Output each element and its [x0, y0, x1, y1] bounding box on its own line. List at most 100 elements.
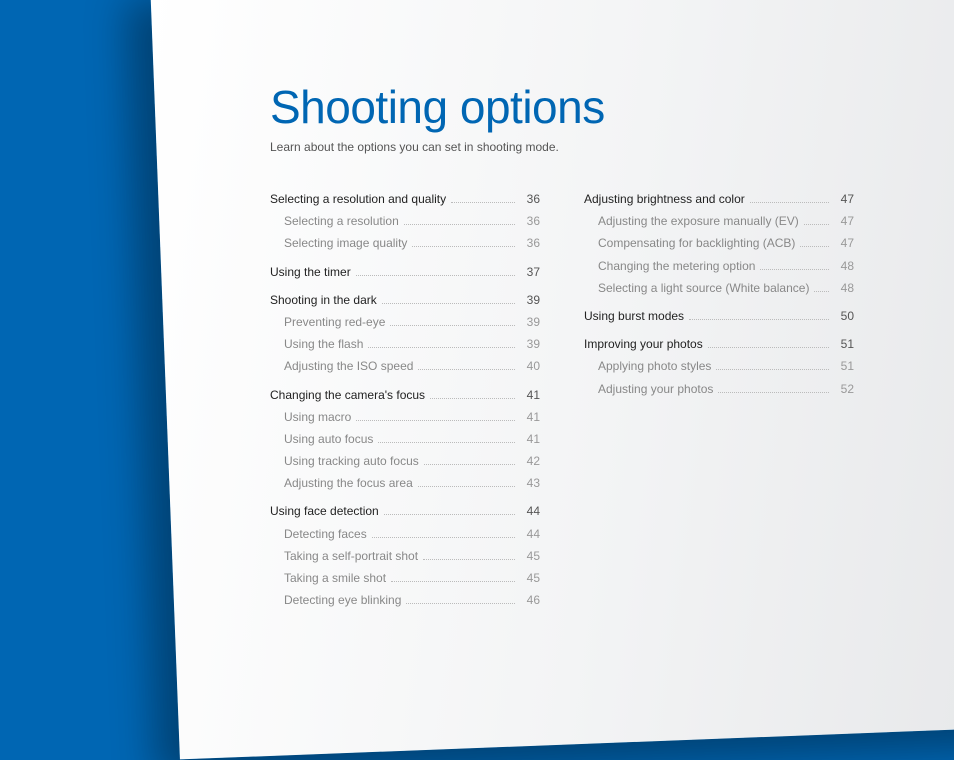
toc-heading-row[interactable]: Using face detection 44 — [270, 500, 540, 522]
dot-leader — [390, 325, 515, 326]
toc-item-row[interactable]: Using macro41 — [270, 406, 540, 428]
toc-section: Improving your photos51Applying photo st… — [584, 333, 854, 400]
toc-item-page: 48 — [834, 277, 854, 299]
toc-heading-row[interactable]: Shooting in the dark 39 — [270, 289, 540, 311]
toc-item-row[interactable]: Taking a self-portrait shot45 — [270, 545, 540, 567]
toc-heading-row[interactable]: Adjusting brightness and color 47 — [584, 188, 854, 210]
toc-heading-row[interactable]: Selecting a resolution and quality 36 — [270, 188, 540, 210]
toc-item-page: 47 — [834, 232, 854, 254]
toc-item-row[interactable]: Taking a smile shot 45 — [270, 567, 540, 589]
toc-right-column: Adjusting brightness and color47Adjustin… — [584, 188, 854, 617]
toc-item-label: Preventing red-eye — [270, 311, 385, 333]
toc-item-row[interactable]: Detecting eye blinking 46 — [270, 589, 540, 611]
toc-item-row[interactable]: Preventing red-eye39 — [270, 311, 540, 333]
toc-item-page: 41 — [520, 428, 540, 450]
toc-item-row[interactable]: Selecting a light source (White balance)… — [584, 277, 854, 299]
toc-item-row[interactable]: Using the flash39 — [270, 333, 540, 355]
page-title: Shooting options — [270, 80, 954, 134]
toc-item-row[interactable]: Selecting a resolution 36 — [270, 210, 540, 232]
toc-item-label: Taking a self-portrait shot — [270, 545, 418, 567]
toc-item-row[interactable]: Adjusting the ISO speed 40 — [270, 355, 540, 377]
toc-section: Using face detection44Detecting faces44T… — [270, 500, 540, 611]
toc-item-row[interactable]: Detecting faces 44 — [270, 523, 540, 545]
toc-item-label: Using auto focus — [270, 428, 373, 450]
toc-item-label: Selecting a resolution — [270, 210, 399, 232]
dot-leader — [451, 202, 515, 203]
dot-leader — [760, 269, 829, 270]
dot-leader — [689, 319, 829, 320]
toc-heading-page: 50 — [834, 305, 854, 327]
dot-leader — [378, 442, 515, 443]
page-content: Shooting options Learn about the options… — [150, 0, 954, 617]
toc-item-row[interactable]: Selecting image quality36 — [270, 232, 540, 254]
toc-item-row[interactable]: Adjusting the focus area43 — [270, 472, 540, 494]
toc-item-label: Taking a smile shot — [270, 567, 386, 589]
toc-heading-page: 37 — [520, 261, 540, 283]
toc-heading-page: 39 — [520, 289, 540, 311]
dot-leader — [418, 369, 515, 370]
toc-item-row[interactable]: Adjusting your photos52 — [584, 378, 854, 400]
toc-item-page: 47 — [834, 210, 854, 232]
toc-item-label: Detecting faces — [270, 523, 367, 545]
toc-section: Shooting in the dark39Preventing red-eye… — [270, 289, 540, 378]
toc-item-row[interactable]: Applying photo styles 51 — [584, 355, 854, 377]
toc-heading-label: Using face detection — [270, 500, 379, 522]
toc-item-label: Detecting eye blinking — [270, 589, 401, 611]
toc-item-label: Using macro — [270, 406, 351, 428]
dot-leader — [406, 603, 515, 604]
toc-heading-row[interactable]: Using the timer 37 — [270, 261, 540, 283]
toc-item-page: 51 — [834, 355, 854, 377]
toc-item-label: Adjusting the exposure manually (EV) — [584, 210, 799, 232]
toc-heading-label: Using the timer — [270, 261, 351, 283]
toc-item-page: 44 — [520, 523, 540, 545]
manual-page: Shooting options Learn about the options… — [150, 0, 954, 759]
toc-item-label: Selecting image quality — [270, 232, 407, 254]
toc-item-row[interactable]: Compensating for backlighting (ACB)47 — [584, 232, 854, 254]
dot-leader — [356, 420, 515, 421]
toc-item-row[interactable]: Using auto focus 41 — [270, 428, 540, 450]
dot-leader — [372, 537, 515, 538]
toc-item-row[interactable]: Changing the metering option48 — [584, 255, 854, 277]
dot-leader — [391, 581, 515, 582]
toc-heading-page: 44 — [520, 500, 540, 522]
toc-heading-row[interactable]: Changing the camera's focus 41 — [270, 384, 540, 406]
toc-item-page: 46 — [520, 589, 540, 611]
toc-item-page: 42 — [520, 450, 540, 472]
toc-item-row[interactable]: Using tracking auto focus 42 — [270, 450, 540, 472]
toc-columns: Selecting a resolution and quality36Sele… — [270, 188, 954, 617]
toc-section: Using burst modes 50 — [584, 305, 854, 327]
dot-leader — [430, 398, 515, 399]
dot-leader — [412, 246, 515, 247]
toc-heading-row[interactable]: Improving your photos51 — [584, 333, 854, 355]
toc-item-label: Using tracking auto focus — [270, 450, 419, 472]
toc-item-page: 48 — [834, 255, 854, 277]
dot-leader — [804, 224, 829, 225]
toc-section: Adjusting brightness and color47Adjustin… — [584, 188, 854, 299]
dot-leader — [404, 224, 515, 225]
toc-item-page: 36 — [520, 210, 540, 232]
toc-heading-label: Adjusting brightness and color — [584, 188, 745, 210]
dot-leader — [368, 347, 515, 348]
toc-left-column: Selecting a resolution and quality36Sele… — [270, 188, 540, 617]
toc-item-label: Applying photo styles — [584, 355, 711, 377]
toc-heading-page: 36 — [520, 188, 540, 210]
dot-leader — [708, 347, 829, 348]
dot-leader — [814, 291, 829, 292]
toc-heading-page: 47 — [834, 188, 854, 210]
toc-heading-label: Shooting in the dark — [270, 289, 377, 311]
toc-heading-label: Selecting a resolution and quality — [270, 188, 446, 210]
toc-heading-label: Changing the camera's focus — [270, 384, 425, 406]
toc-item-page: 45 — [520, 567, 540, 589]
toc-heading-row[interactable]: Using burst modes 50 — [584, 305, 854, 327]
toc-item-page: 40 — [520, 355, 540, 377]
dot-leader — [800, 246, 829, 247]
dot-leader — [750, 202, 829, 203]
toc-item-label: Adjusting the focus area — [270, 472, 413, 494]
toc-heading-label: Using burst modes — [584, 305, 684, 327]
toc-item-row[interactable]: Adjusting the exposure manually (EV) 47 — [584, 210, 854, 232]
toc-item-label: Adjusting the ISO speed — [270, 355, 413, 377]
dot-leader — [382, 303, 515, 304]
dot-leader — [384, 514, 515, 515]
toc-section: Using the timer 37 — [270, 261, 540, 283]
toc-heading-page: 41 — [520, 384, 540, 406]
